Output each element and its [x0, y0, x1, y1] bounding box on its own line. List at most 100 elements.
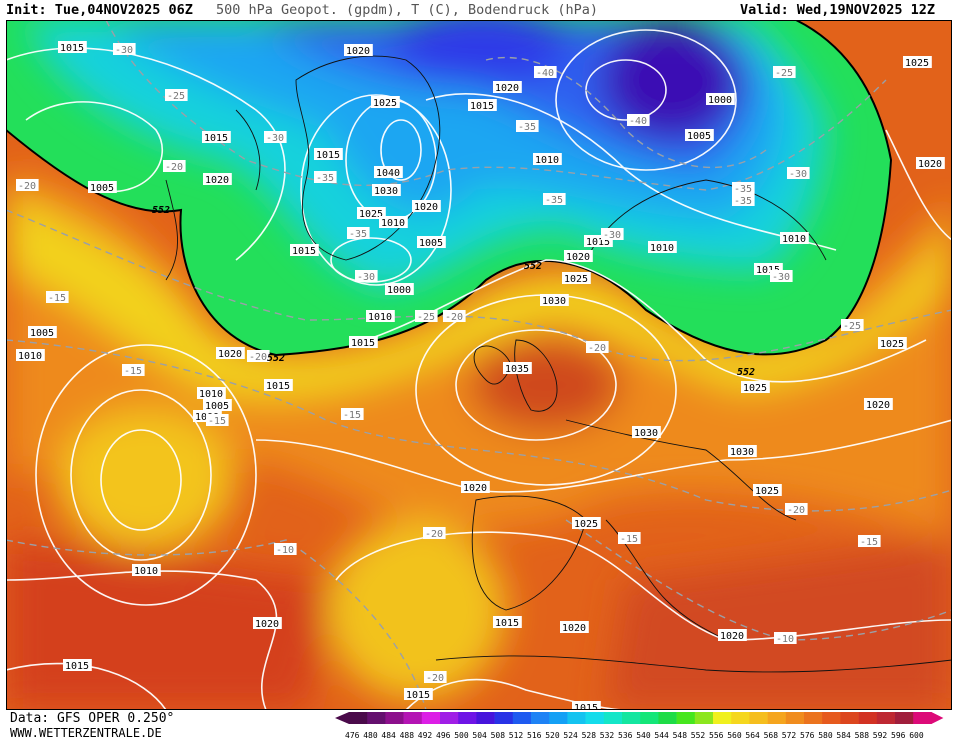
pressure-label: 1025	[753, 484, 782, 497]
temperature-label-text: -40	[629, 116, 647, 127]
temperature-label: -30	[264, 131, 287, 144]
pressure-label: 1040	[374, 166, 403, 179]
pressure-label-box	[461, 481, 490, 493]
temperature-label-text: -30	[357, 272, 375, 283]
colorbar-swatch	[858, 712, 878, 724]
colorbar-tick-label: 572	[782, 731, 797, 740]
temperature-label: -30	[601, 228, 624, 241]
colorbar-swatch	[658, 712, 677, 724]
temperature-label-box	[785, 503, 808, 515]
temperature-label-box	[206, 414, 229, 426]
colorbar-tick-label: 568	[764, 731, 779, 740]
temperature-label-text: -30	[789, 169, 807, 180]
temperature-label-text: -30	[115, 45, 133, 56]
colorbar-swatch	[676, 712, 696, 724]
temperature-label: -30	[355, 270, 378, 283]
colorbar-swatch	[822, 712, 841, 724]
pressure-label-text: 1020	[918, 159, 942, 170]
temperature-label-box	[423, 527, 446, 539]
temperature-label-text: -15	[124, 366, 142, 377]
pressure-label-box	[533, 153, 562, 165]
pressure-label: 1025	[357, 207, 386, 220]
temperature-label-box	[163, 160, 186, 172]
pressure-label: 1010	[648, 241, 677, 254]
pressure-label: 1015	[404, 688, 433, 701]
temperature-label-box	[355, 270, 378, 282]
pressure-label: 1010	[379, 216, 408, 229]
pressure-label-text: 1020	[463, 483, 487, 494]
pressure-label: 1025	[878, 337, 907, 350]
colorbar-swatch	[622, 712, 641, 724]
colorbar-tick-label: 524	[563, 731, 578, 740]
pressure-label-box	[357, 207, 386, 219]
colorbar-swatch	[367, 712, 386, 724]
temperature-label-text: -35	[518, 122, 536, 133]
pressure-label-text: 1025	[905, 58, 929, 69]
pressure-label-text: 1030	[730, 447, 754, 458]
pressure-label: 1025	[741, 381, 770, 394]
temperature-label: -40	[627, 114, 650, 127]
colorbar-tick-label: 492	[418, 731, 433, 740]
temperature-label-text: -20	[588, 343, 606, 354]
temperature-label: -35	[516, 120, 539, 133]
pressure-label-box	[253, 617, 282, 629]
pressure-label: 1030	[540, 294, 569, 307]
colorbar-tick-label: 508	[491, 731, 506, 740]
pressure-label-text: 1005	[687, 131, 711, 142]
colorbar-swatch	[476, 712, 495, 724]
pressure-label-text: 1010	[381, 218, 405, 229]
temperature-label-box	[424, 671, 447, 683]
colorbar-tick-label: 580	[818, 731, 833, 740]
colorbar-tick-label: 592	[873, 731, 888, 740]
temperature-label: -35	[732, 194, 755, 207]
temperature-label-box	[627, 114, 650, 126]
pressure-label-box	[385, 283, 414, 295]
temperature-label-text: -25	[775, 68, 793, 79]
pressure-label: 1005	[417, 236, 446, 249]
pressure-label: 1005	[28, 326, 57, 339]
pressure-label-text: 1025	[755, 486, 779, 497]
temperature-label-box	[122, 364, 145, 376]
temperature-label-box	[841, 319, 864, 331]
temperature-label-text: -10	[276, 545, 294, 556]
website-label: WWW.WETTERZENTRALE.DE	[10, 726, 162, 740]
temperature-label-text: -20	[787, 505, 805, 516]
pressure-label-text: 1015	[495, 618, 519, 629]
pressure-label: 1015	[314, 148, 343, 161]
pressure-label-box	[864, 398, 893, 410]
colorbar-tick-label: 536	[618, 731, 633, 740]
temperature-label-box	[46, 291, 69, 303]
pressure-label-box	[648, 241, 677, 253]
colorbar-tick-label: 588	[855, 731, 870, 740]
temperature-label: -15	[122, 364, 145, 377]
pressure-label: 1020	[461, 481, 490, 494]
weather-map: 1015 102010201015100010051025101510201015…	[6, 20, 952, 710]
temperature-label-text: -15	[48, 293, 66, 304]
pressure-label: 1000	[385, 283, 414, 296]
colorbar-swatch	[512, 712, 532, 724]
chart-title: 500 hPa Geopot. (gpdm), T (C), Bodendruc…	[216, 2, 599, 18]
colorbar-swatch	[385, 712, 404, 724]
pressure-label-box	[572, 701, 601, 710]
pressure-labels: 1015 102010201015100010051025101510201015…	[16, 41, 945, 710]
temperature-label-text: -40	[536, 68, 554, 79]
pressure-label-text: 1015	[266, 381, 290, 392]
pressure-label-box	[564, 250, 593, 262]
pressure-label: 1025	[572, 517, 601, 530]
temperature-label: -40	[534, 66, 557, 79]
temperature-label: -20	[785, 503, 808, 516]
colorbar-swatch	[767, 712, 787, 724]
temperature-label: -20	[247, 350, 270, 363]
temperature-label: -35	[732, 182, 755, 195]
pressure-label: 1015	[349, 336, 378, 349]
colorbar-tick-label: 596	[891, 731, 906, 740]
pressure-label-box	[202, 131, 231, 143]
pressure-label-box	[404, 688, 433, 700]
pressure-label-box	[503, 362, 532, 374]
pressure-label-box	[58, 41, 87, 53]
temperature-label-text: -30	[603, 230, 621, 241]
temperature-label-box	[732, 194, 755, 206]
colorbar-tick-label: 532	[600, 731, 615, 740]
pressure-label-text: 1025	[373, 98, 397, 109]
temperature-label-text: -20	[249, 352, 267, 363]
